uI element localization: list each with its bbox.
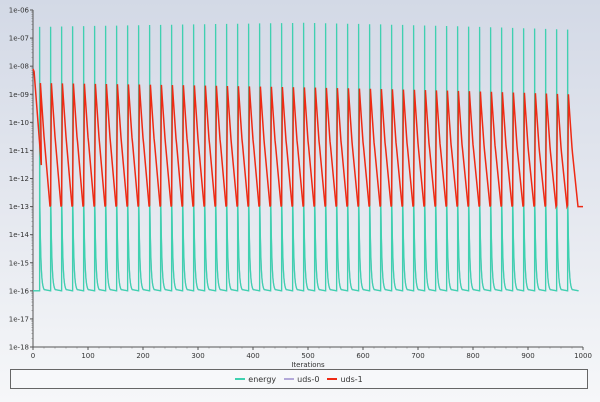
legend-label-energy: energy xyxy=(248,374,277,384)
y-tick-label: 1e-14 xyxy=(9,231,30,239)
x-tick-label: 900 xyxy=(521,352,534,360)
series-line-energy xyxy=(33,22,579,292)
x-tick-label: 200 xyxy=(136,352,149,360)
y-tick-label: 1e-16 xyxy=(9,287,30,295)
y-tick-label: 1e-10 xyxy=(9,119,29,127)
y-tick-label: 1e-15 xyxy=(9,259,29,267)
y-tick-label: 1e-06 xyxy=(9,7,30,15)
y-tick-label: 1e-08 xyxy=(9,63,29,71)
y-tick-label: 1e-12 xyxy=(9,175,29,183)
legend-item-uds-1[interactable]: uds-1 xyxy=(327,374,363,384)
x-axis-label: Iterations xyxy=(291,361,325,369)
x-tick-label: 100 xyxy=(81,352,94,360)
legend-item-uds-0[interactable]: uds-0 xyxy=(284,375,319,384)
legend-swatch-uds-1 xyxy=(327,378,338,380)
legend-label-uds-0: uds-0 xyxy=(297,374,320,384)
x-tick-label: 1000 xyxy=(574,352,592,360)
legend: energy uds-0 uds-1 xyxy=(10,369,588,389)
y-tick-label: 1e-17 xyxy=(9,315,29,323)
x-tick-label: 400 xyxy=(246,352,259,360)
y-tick-label: 1e-13 xyxy=(9,203,29,211)
x-tick-label: 600 xyxy=(356,352,369,360)
legend-swatch-uds-0 xyxy=(284,378,295,380)
y-tick-label: 1e-09 xyxy=(9,91,29,99)
x-tick-label: 300 xyxy=(191,352,204,360)
legend-label-uds-1: uds-1 xyxy=(340,374,363,384)
x-tick-label: 800 xyxy=(466,352,479,360)
y-tick-label: 1e-07 xyxy=(9,35,29,43)
x-tick-label: 500 xyxy=(301,352,314,360)
legend-item-energy[interactable]: energy xyxy=(235,375,276,384)
legend-swatch-energy xyxy=(235,378,246,380)
x-tick-label: 0 xyxy=(31,352,35,360)
y-tick-label: 1e-18 xyxy=(9,344,29,352)
y-tick-label: 1e-11 xyxy=(9,147,29,155)
x-tick-label: 700 xyxy=(411,352,424,360)
series-line-uds-1 xyxy=(32,68,583,210)
